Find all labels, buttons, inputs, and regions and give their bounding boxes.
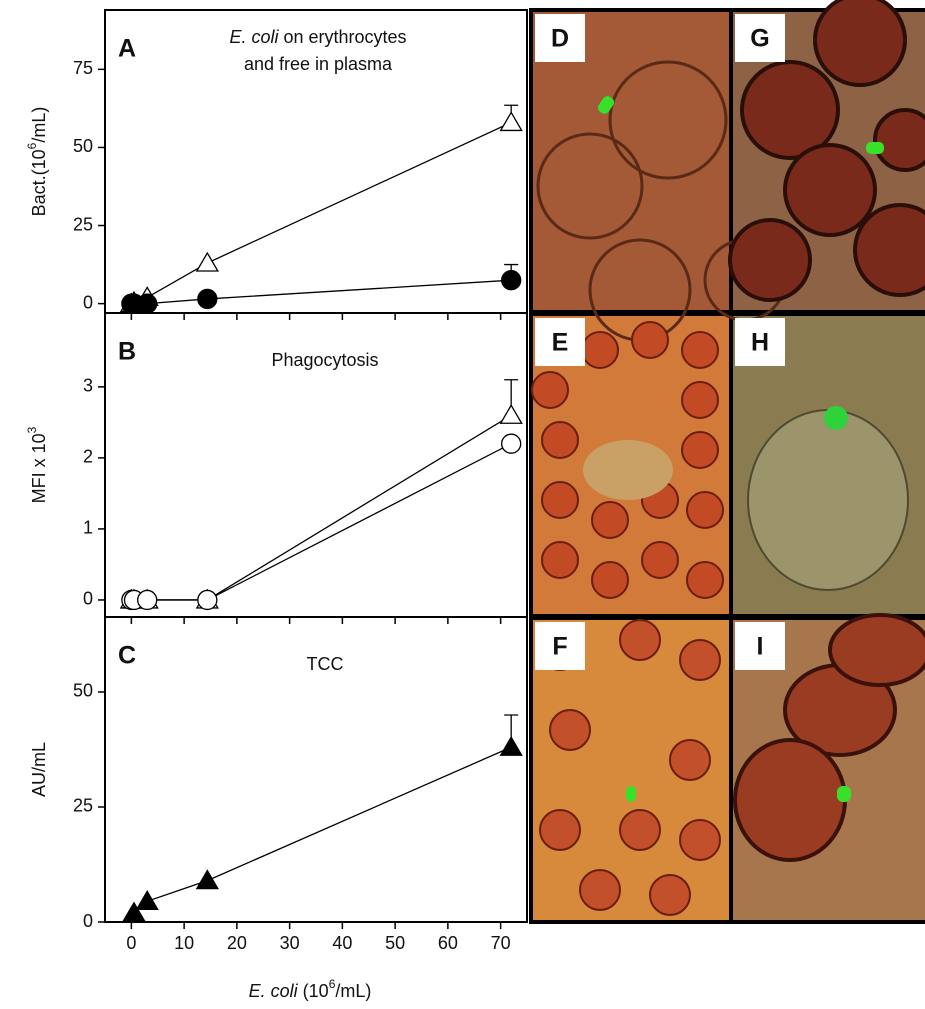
chart-title: TCC (307, 654, 344, 674)
bacterium (824, 406, 848, 430)
bacterium (837, 786, 851, 802)
series-line (131, 414, 512, 601)
series-line (131, 443, 512, 601)
marker (195, 251, 219, 272)
label-box (535, 14, 585, 62)
y-tick-label: 25 (73, 214, 93, 234)
phagocyte (583, 440, 673, 500)
label-box (735, 14, 785, 62)
cells-g (728, 0, 925, 302)
x-label-sup: 6 (329, 977, 336, 991)
y-tick-label: 50 (73, 681, 93, 701)
x-axis-label: E. coli (106/mL) (249, 977, 372, 1001)
y-tick-label: 0 (83, 589, 93, 609)
phagocyte (747, 409, 909, 591)
series-line (131, 121, 512, 305)
y-tick-label: 3 (83, 376, 93, 396)
marker (499, 403, 523, 424)
y-tick-label: 2 (83, 447, 93, 467)
x-tick-label: 30 (280, 933, 300, 953)
x-tick-label: 40 (332, 933, 352, 953)
marker (122, 901, 146, 922)
bacterium (626, 786, 636, 802)
panel-letter: F (552, 633, 567, 661)
panel-letter: E (552, 329, 569, 357)
y-label-sup: 6 (25, 142, 39, 149)
panel-letter: H (751, 329, 769, 357)
marker (195, 869, 219, 890)
y-label-text: Bact.(10 (29, 149, 49, 216)
plot-area (119, 379, 523, 611)
cells-e (531, 321, 724, 599)
panel-letter: A (118, 35, 136, 63)
y-label-text: AU/mL (29, 742, 49, 797)
micrographs (529, 0, 925, 924)
plot-frame (104, 616, 528, 923)
marker (137, 293, 158, 313)
panel-letter: G (750, 25, 769, 53)
y-tick-label: 25 (73, 796, 93, 816)
y-axis-label: MFI x 103 (25, 426, 49, 503)
plot-area (119, 104, 523, 313)
marker (137, 589, 158, 611)
y-axis-label: AU/mL (29, 742, 49, 797)
chart-title: Phagocytosis (271, 350, 378, 370)
bacterium (597, 96, 615, 114)
label-box (735, 622, 785, 670)
marker (197, 589, 218, 611)
y-tick-label: 75 (73, 58, 93, 78)
marker (499, 111, 523, 132)
x-tick-label: 70 (491, 933, 511, 953)
panel-letter: I (757, 633, 764, 661)
chart-title: and free in plasma (244, 54, 393, 74)
x-tick-label: 60 (438, 933, 458, 953)
marker (499, 735, 523, 756)
y-label-sup: 3 (25, 426, 39, 433)
label-box (735, 318, 785, 366)
cells-i (733, 613, 925, 862)
title-text: on erythrocytes (278, 27, 406, 47)
plot-area (122, 714, 523, 922)
series-line (131, 279, 512, 305)
panel-letter: D (551, 25, 569, 53)
label-box (535, 622, 585, 670)
x-label-italic: E. coli (249, 981, 299, 1001)
y-label-text: /mL) (29, 107, 49, 143)
marker (501, 270, 522, 291)
y-axis-label: Bact.(106/mL) (25, 107, 49, 217)
title-italic: E. coli (229, 27, 279, 47)
y-tick-label: 0 (83, 911, 93, 931)
x-label-text: (10 (298, 981, 329, 1001)
marker (135, 890, 159, 910)
marker (197, 288, 218, 310)
y-tick-label: 0 (83, 292, 93, 312)
y-tick-label: 50 (73, 136, 93, 156)
x-tick-label: 50 (385, 933, 405, 953)
label-box (535, 318, 585, 366)
chart-title: E. coli on erythrocytes (229, 27, 406, 47)
x-label-text: /mL) (335, 981, 371, 1001)
x-tick-label: 20 (227, 933, 247, 953)
series-line (130, 746, 512, 918)
y-tick-label: 1 (83, 518, 93, 538)
panel-letter: B (118, 338, 136, 366)
marker (501, 433, 522, 454)
x-tick-label: 10 (174, 933, 194, 953)
bacterium (866, 142, 884, 154)
x-tick-label: 0 (126, 933, 136, 953)
y-label-text: MFI x 10 (29, 433, 49, 503)
panel-letter: C (118, 642, 136, 670)
